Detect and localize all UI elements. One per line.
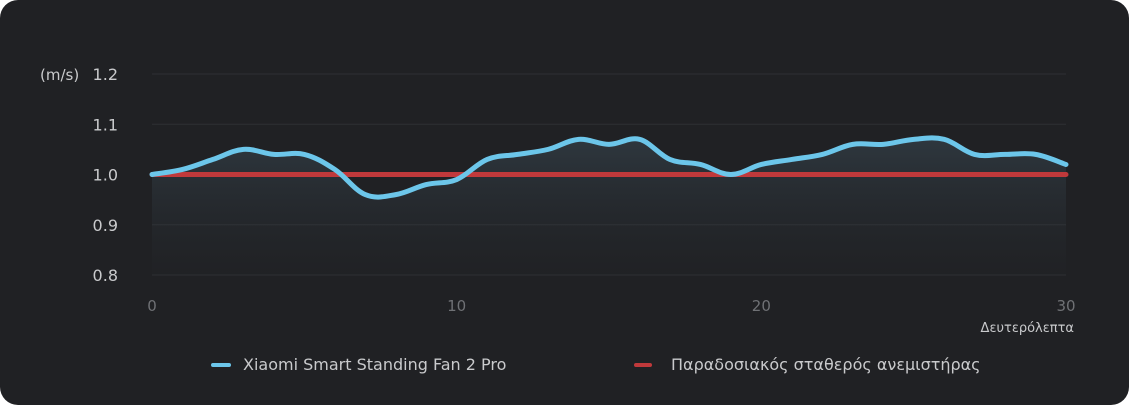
- y-axis: (m/s) 1.2 1.1 1.0 0.9 0.8: [40, 65, 118, 285]
- legend-label-xiaomi: Xiaomi Smart Standing Fan 2 Pro: [243, 355, 506, 374]
- y-tick-label: 1.2: [93, 65, 118, 84]
- legend-label-traditional: Παραδοσιακός σταθερός ανεμιστήρας: [671, 355, 981, 374]
- y-tick-label: 0.9: [93, 216, 118, 235]
- x-tick-label: 10: [447, 297, 466, 315]
- y-tick-label: 1.0: [93, 166, 118, 185]
- x-tick-label: 30: [1056, 297, 1075, 315]
- legend-item-traditional[interactable]: Παραδοσιακός σταθερός ανεμιστήρας: [634, 355, 981, 374]
- legend: Xiaomi Smart Standing Fan 2 Pro Παραδοσι…: [211, 355, 981, 374]
- series-line-xiaomi: [149, 135, 1069, 200]
- series-area-xiaomi: [152, 137, 1066, 275]
- x-axis: Δευτερόλεπτα 0 10 20 30: [147, 297, 1075, 336]
- y-axis-unit: (m/s): [40, 66, 79, 84]
- y-tick-label: 0.8: [93, 266, 118, 285]
- area-fill: [152, 137, 1066, 275]
- legend-item-xiaomi[interactable]: Xiaomi Smart Standing Fan 2 Pro: [211, 355, 506, 374]
- x-tick-label: 0: [147, 297, 157, 315]
- y-tick-label: 1.1: [93, 115, 118, 134]
- series-lines: [149, 135, 1069, 200]
- x-axis-label: Δευτερόλεπτα: [981, 321, 1074, 336]
- x-tick-label: 20: [752, 297, 771, 315]
